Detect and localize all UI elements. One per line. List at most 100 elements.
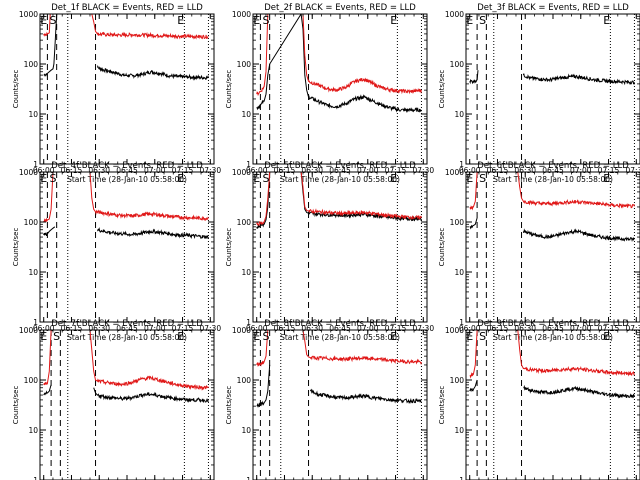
- flag-marker-e: E: [253, 14, 260, 27]
- y-tick-label: 100: [24, 218, 39, 227]
- x-tick-label: 06:00: [459, 166, 481, 175]
- y-tick-label: 100: [24, 376, 39, 385]
- panel-5: Det_5f BLACK = Events, RED = LLD11010010…: [225, 161, 434, 342]
- flag-marker-s: S: [262, 14, 269, 27]
- flag-marker-e: E: [40, 172, 47, 185]
- panel-title: Det_8f BLACK = Events, RED = LLD: [264, 319, 416, 329]
- x-tick-label: 07:30: [625, 166, 640, 175]
- panel-title: Det_3f BLACK = Events, RED = LLD: [477, 3, 629, 13]
- events-series-line: [43, 14, 209, 81]
- y-tick-label: 100: [24, 60, 39, 69]
- flag-marker-e: E: [603, 172, 610, 185]
- panel-4: Det_4f BLACK = Events, RED = LLD 1 10 100 10…: [12, 161, 221, 342]
- x-tick-label: 06:00: [246, 324, 268, 333]
- x-tick-label: 07:15: [385, 324, 407, 333]
- flag-marker-e: E: [253, 172, 260, 185]
- x-tick-label: 07:15: [385, 166, 407, 175]
- x-axis-label: Start Time (28-Jan-10 05:58:00): [67, 333, 187, 342]
- y-tick-label: 1000: [232, 168, 251, 177]
- lld-series-line: [469, 172, 635, 211]
- panel-1: Det_1f BLACK = Events, RED = LLD 1 10 100 10…: [12, 3, 221, 184]
- plot-frame: [465, 329, 640, 480]
- y-axis-label: Counts/sec: [438, 70, 446, 109]
- x-tick-label: 07:15: [172, 166, 194, 175]
- y-tick-label: 1000: [232, 326, 251, 335]
- y-tick-label: 100: [237, 218, 252, 227]
- x-tick-label: 06:00: [246, 166, 268, 175]
- events-series-line: [469, 70, 635, 86]
- x-tick-label: 07:00: [357, 324, 379, 333]
- x-tick-label: 07:30: [199, 324, 221, 333]
- x-tick-label: 06:45: [542, 324, 564, 333]
- x-tick-label: 06:30: [301, 324, 323, 333]
- y-tick-label: 1: [459, 160, 464, 169]
- y-tick-label: 10: [28, 426, 38, 435]
- x-tick-label: 06:15: [61, 166, 83, 175]
- flag-marker-e: E: [390, 14, 397, 27]
- flag-marker-e: E: [177, 14, 184, 27]
- y-tick-label: 1000: [445, 168, 464, 177]
- y-axis-label: Counts/sec: [12, 228, 20, 267]
- y-tick-label: 1: [33, 160, 38, 169]
- y-tick-label: 10: [28, 268, 38, 277]
- x-tick-label: 07:00: [570, 166, 592, 175]
- x-tick-label: 06:15: [487, 324, 509, 333]
- x-tick-label: 06:00: [33, 324, 55, 333]
- x-tick-label: 06:15: [274, 324, 296, 333]
- y-tick-label: 1: [246, 318, 251, 327]
- plot-frame: [465, 171, 640, 323]
- x-tick-label: 06:15: [487, 166, 509, 175]
- plot-frame: [39, 171, 215, 323]
- y-axis-label: Counts/sec: [225, 386, 233, 425]
- y-tick-label: 1: [459, 476, 464, 480]
- events-series-line: [469, 217, 635, 242]
- panel-title: Det_4f BLACK = Events, RED = LLD: [51, 161, 203, 171]
- x-tick-label: 07:00: [570, 324, 592, 333]
- flag-marker-e: E: [390, 172, 397, 185]
- y-tick-label: 10: [241, 110, 251, 119]
- y-tick-label: 10: [454, 110, 464, 119]
- flag-marker-e: E: [466, 14, 473, 27]
- flag-marker-e: E: [466, 172, 473, 185]
- y-tick-label: 1000: [19, 10, 38, 19]
- panel-2: Det_2f BLACK = Events, RED = LLD 1 10 100 10…: [225, 3, 434, 184]
- y-tick-label: 10: [241, 426, 251, 435]
- y-tick-label: 1: [246, 476, 251, 480]
- lld-series-line: [43, 14, 209, 40]
- x-axis-label: Start Time (28-Jan-10 05:58:00): [280, 175, 400, 184]
- y-axis-label: Counts/sec: [225, 228, 233, 267]
- x-tick-label: 06:30: [88, 324, 110, 333]
- x-tick-label: 06:45: [116, 166, 138, 175]
- y-tick-label: 1000: [445, 326, 464, 335]
- x-tick-label: 06:45: [329, 324, 351, 333]
- y-axis-label: Counts/sec: [438, 228, 446, 267]
- events-series-line: [256, 364, 422, 408]
- lld-series-line: [256, 14, 422, 97]
- flag-marker-e: E: [177, 172, 184, 185]
- y-tick-label: 1: [459, 318, 464, 327]
- x-axis-label: Start Time (28-Jan-10 05:58:00): [280, 333, 400, 342]
- x-tick-label: 07:15: [172, 324, 194, 333]
- lld-series-line: [43, 172, 209, 223]
- plot-frame: [465, 13, 640, 165]
- x-tick-label: 07:30: [625, 324, 640, 333]
- flag-marker-s: S: [479, 172, 486, 185]
- y-tick-label: 10: [454, 268, 464, 277]
- panel-title: Det_7f BLACK = Events, RED = LLD: [51, 319, 203, 329]
- flag-marker-s: S: [49, 14, 56, 27]
- panel-title: Det_1f BLACK = Events, RED = LLD: [51, 3, 203, 13]
- y-tick-label: 1000: [19, 326, 38, 335]
- y-tick-label: 1: [246, 160, 251, 169]
- plot-frame: [252, 171, 428, 323]
- lld-series-line: [469, 330, 635, 379]
- lld-series-line: [256, 330, 422, 367]
- x-tick-label: 06:45: [542, 166, 564, 175]
- flag-marker-e: E: [390, 330, 397, 343]
- plot-frame: [252, 329, 428, 480]
- x-tick-label: 07:00: [357, 166, 379, 175]
- panel-title: Det_2f BLACK = Events, RED = LLD: [264, 3, 416, 13]
- y-axis-label: Counts/sec: [225, 70, 233, 109]
- panel-title: Det_5f BLACK = Events, RED = LLD: [264, 161, 416, 171]
- events-series-line: [469, 379, 635, 399]
- x-tick-label: 07:30: [199, 166, 221, 175]
